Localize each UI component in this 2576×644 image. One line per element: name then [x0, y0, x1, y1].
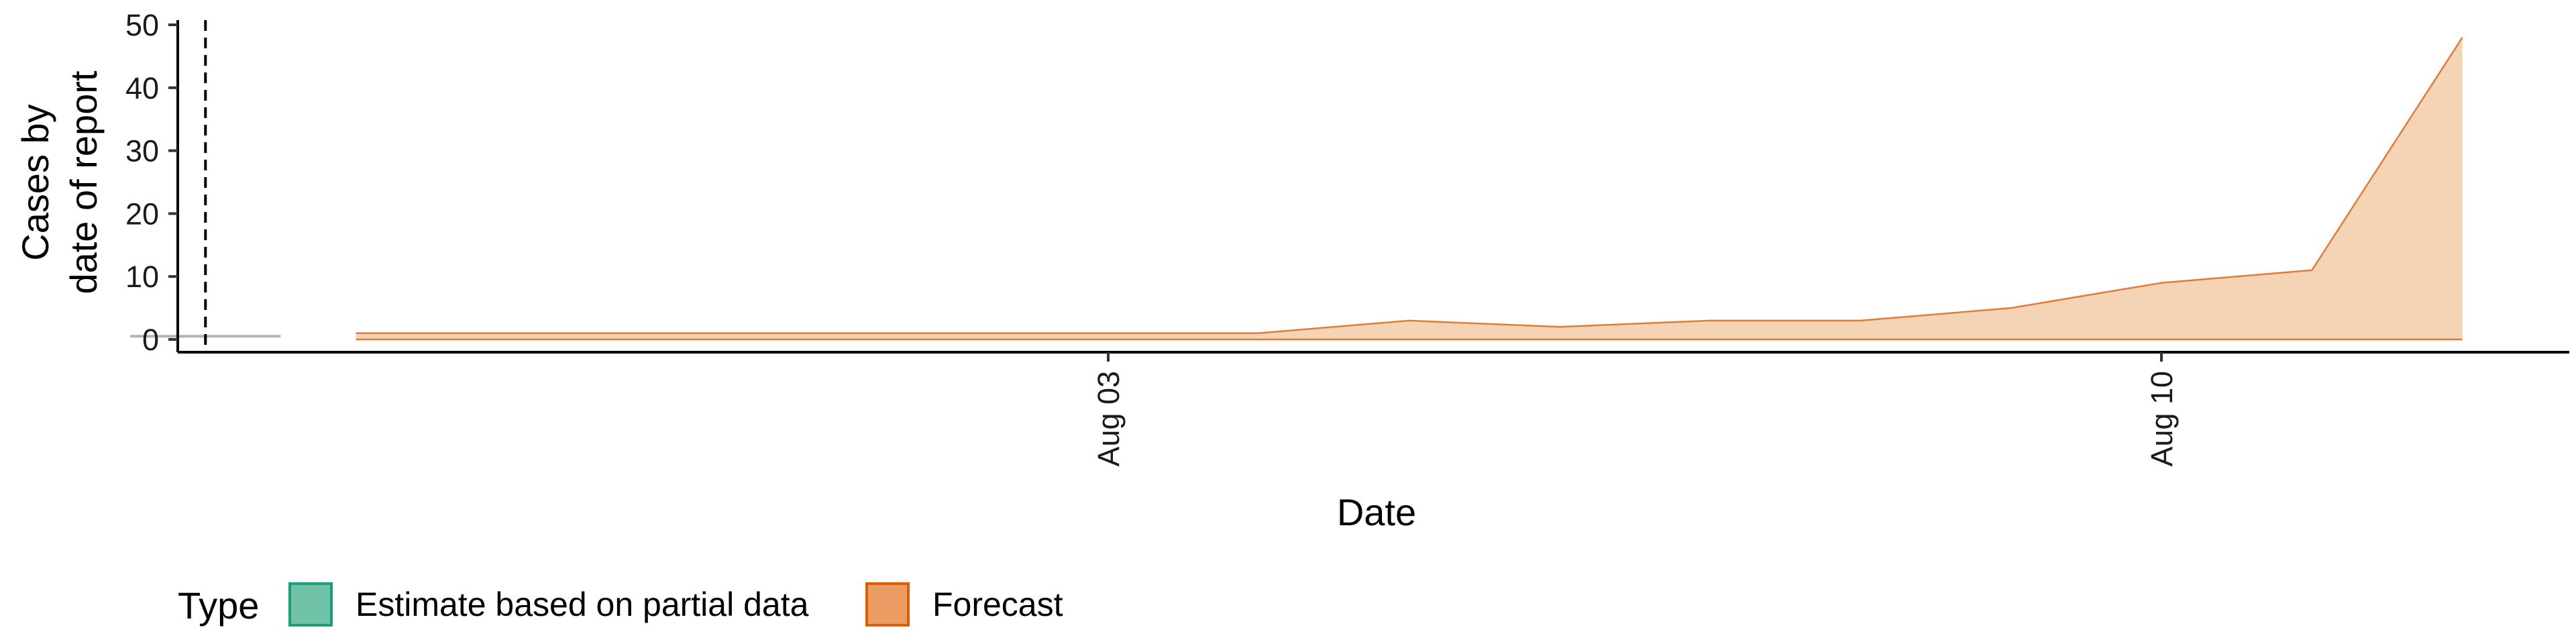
forecast-ribbon [356, 37, 2463, 340]
y-tick-label-50: 50 [125, 8, 159, 42]
legend-label-estimate: Estimate based on partial data [356, 586, 809, 623]
legend-key-estimate [288, 582, 333, 627]
plot-area [130, 20, 2463, 352]
axes: 0 10 20 30 40 50 Aug 03 Aug 10 [125, 8, 2569, 467]
y-axis-title-line-2: date of report [62, 70, 105, 294]
legend-title: Type [178, 584, 259, 627]
y-tick-label-40: 40 [125, 71, 159, 105]
y-tick-label-10: 10 [125, 260, 159, 294]
forecast-upper-line [356, 37, 2463, 334]
legend-label-forecast: Forecast [932, 586, 1063, 623]
x-axis-title: Date [1337, 491, 1416, 533]
x-tick-label-0: Aug 03 [1091, 371, 1126, 467]
y-axis-title-line-1: Cases by [14, 104, 56, 260]
y-tick-label-0: 0 [142, 323, 159, 357]
legend: Type Estimate based on partial data Fore… [178, 582, 1063, 627]
x-tick-label-1: Aug 10 [2145, 371, 2179, 467]
legend-key-forecast [865, 582, 910, 627]
y-tick-label-30: 30 [125, 134, 159, 168]
y-tick-label-20: 20 [125, 197, 159, 231]
